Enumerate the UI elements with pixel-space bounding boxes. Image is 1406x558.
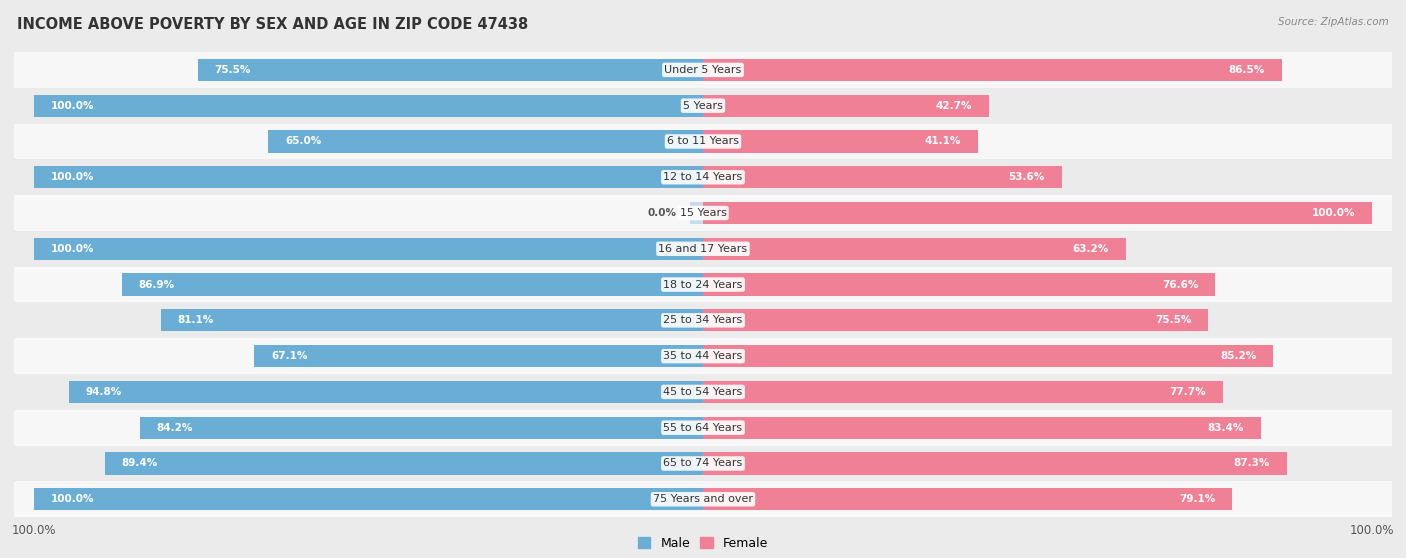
Bar [0, 231, 1406, 267]
Bar [703, 345, 1272, 367]
Text: INCOME ABOVE POVERTY BY SEX AND AGE IN ZIP CODE 47438: INCOME ABOVE POVERTY BY SEX AND AGE IN Z… [17, 17, 529, 32]
Bar [105, 453, 703, 474]
Bar [139, 417, 703, 439]
Text: 83.4%: 83.4% [1208, 423, 1244, 432]
Bar [703, 488, 1232, 511]
Bar [703, 453, 1286, 474]
Text: 45 to 54 Years: 45 to 54 Years [664, 387, 742, 397]
Bar [69, 381, 703, 403]
Text: 81.1%: 81.1% [177, 315, 214, 325]
Text: 5 Years: 5 Years [683, 100, 723, 110]
Bar [703, 131, 979, 152]
Text: 41.1%: 41.1% [925, 137, 962, 146]
Bar [0, 88, 1406, 123]
Bar [703, 166, 1062, 189]
Text: 89.4%: 89.4% [122, 459, 157, 469]
Bar [0, 374, 1406, 410]
Text: 15 Years: 15 Years [679, 208, 727, 218]
Text: 75.5%: 75.5% [215, 65, 252, 75]
Text: 0.0%: 0.0% [647, 208, 676, 218]
Bar [34, 95, 703, 117]
Text: 100.0%: 100.0% [51, 494, 94, 504]
Text: 35 to 44 Years: 35 to 44 Years [664, 351, 742, 361]
Text: 18 to 24 Years: 18 to 24 Years [664, 280, 742, 290]
Text: Under 5 Years: Under 5 Years [665, 65, 741, 75]
Text: 77.7%: 77.7% [1170, 387, 1206, 397]
Text: 75 Years and over: 75 Years and over [652, 494, 754, 504]
Text: 79.1%: 79.1% [1180, 494, 1215, 504]
Bar [703, 95, 988, 117]
Bar [269, 131, 703, 152]
Legend: Male, Female: Male, Female [633, 532, 773, 555]
Bar [0, 123, 1406, 160]
Bar [34, 166, 703, 189]
Bar [703, 309, 1208, 331]
Bar [703, 202, 1372, 224]
Text: 42.7%: 42.7% [935, 100, 972, 110]
Text: 16 and 17 Years: 16 and 17 Years [658, 244, 748, 254]
Text: 100.0%: 100.0% [1312, 208, 1355, 218]
Text: 94.8%: 94.8% [86, 387, 122, 397]
Text: 67.1%: 67.1% [271, 351, 308, 361]
Bar [0, 302, 1406, 338]
Text: 6 to 11 Years: 6 to 11 Years [666, 137, 740, 146]
Bar [0, 52, 1406, 88]
Bar [703, 381, 1223, 403]
Bar [703, 417, 1261, 439]
Text: 100.0%: 100.0% [51, 244, 94, 254]
Text: 76.6%: 76.6% [1163, 280, 1199, 290]
Bar [34, 238, 703, 260]
Text: 86.5%: 86.5% [1229, 65, 1265, 75]
Bar [0, 160, 1406, 195]
Text: 65 to 74 Years: 65 to 74 Years [664, 459, 742, 469]
Bar [0, 482, 1406, 517]
Text: 55 to 64 Years: 55 to 64 Years [664, 423, 742, 432]
Text: 53.6%: 53.6% [1008, 172, 1045, 182]
Bar [689, 202, 703, 224]
Bar [0, 410, 1406, 446]
Text: 25 to 34 Years: 25 to 34 Years [664, 315, 742, 325]
Text: 75.5%: 75.5% [1154, 315, 1191, 325]
Bar [703, 59, 1282, 81]
Text: 87.3%: 87.3% [1234, 459, 1270, 469]
Text: 100.0%: 100.0% [51, 100, 94, 110]
Text: 86.9%: 86.9% [138, 280, 174, 290]
Text: 100.0%: 100.0% [51, 172, 94, 182]
Bar [122, 273, 703, 296]
Text: 12 to 14 Years: 12 to 14 Years [664, 172, 742, 182]
Bar [254, 345, 703, 367]
Text: 65.0%: 65.0% [285, 137, 321, 146]
Bar [0, 446, 1406, 482]
Bar [703, 273, 1215, 296]
Text: Source: ZipAtlas.com: Source: ZipAtlas.com [1278, 17, 1389, 27]
Text: 85.2%: 85.2% [1220, 351, 1256, 361]
Bar [0, 267, 1406, 302]
Bar [34, 488, 703, 511]
Bar [0, 338, 1406, 374]
Bar [160, 309, 703, 331]
Bar [703, 238, 1126, 260]
Text: 84.2%: 84.2% [156, 423, 193, 432]
Bar [0, 195, 1406, 231]
Text: 63.2%: 63.2% [1073, 244, 1109, 254]
Bar [198, 59, 703, 81]
